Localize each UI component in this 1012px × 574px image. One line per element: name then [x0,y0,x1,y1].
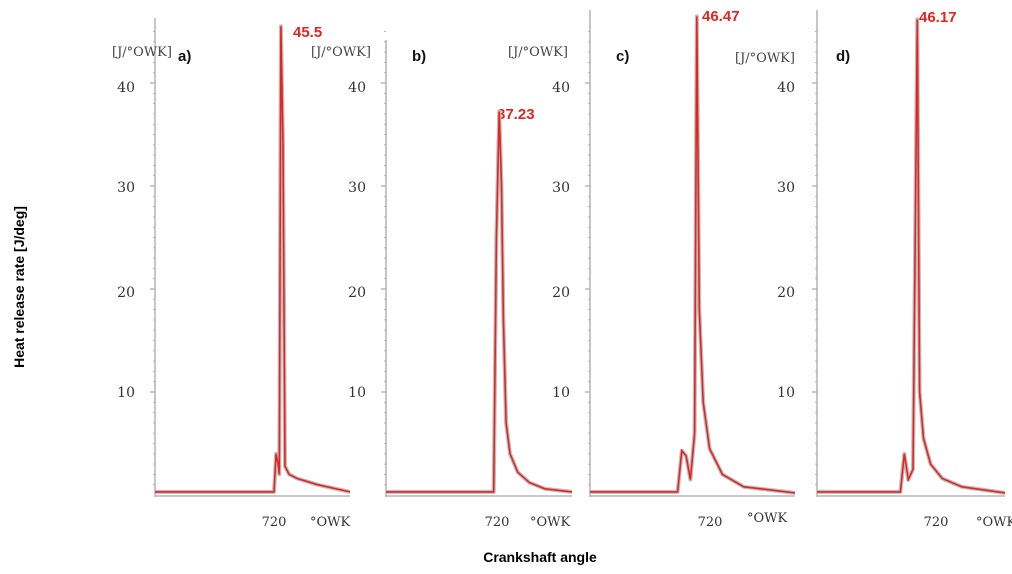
y-tick-label-30: 30 [552,180,570,196]
x-unit-label: °OWK [747,511,788,526]
panel-tag: b) [412,48,426,65]
peak-value-label: 46.17 [919,9,957,26]
panel-d: [J/°OWK] d) 10 20 30 40 720 °OWK 46.17 [735,9,1012,530]
x-tick-label-720: 720 [485,515,510,530]
x-unit-label: °OWK [976,515,1012,530]
y-tick-label-10: 10 [777,385,795,401]
y-tick-label-30: 30 [348,180,366,196]
curve-spread [155,24,351,494]
panel-b: [J/°OWK] b) 10 20 30 40 720 °OWK 37.23 [311,31,573,530]
panel-tag: a) [178,48,191,65]
peak-value-label: 45.5 [293,24,322,41]
y-tick-label-20: 20 [777,285,795,301]
y-tick-label-20: 20 [552,285,570,301]
panel-tag: d) [836,48,850,65]
y-tick-label-10: 10 [348,385,366,401]
curve-spread [386,109,573,494]
y-tick-label-40: 40 [777,80,795,96]
y-tick-label-30: 30 [777,180,795,196]
y-tick-label-30: 30 [117,180,135,196]
y-tick-label-40: 40 [117,80,135,96]
y-tick-label-40: 40 [552,80,570,96]
heat-release-curve [155,26,351,493]
y-tick-label-40: 40 [348,80,366,96]
y-unit-label: [J/°OWK] [311,45,371,60]
y-tick-label-20: 20 [348,285,366,301]
y-unit-label: [J/°OWK] [735,51,795,66]
panel-c: [J/°OWK] c) 10 20 30 40 720 °OWK 46.47 [508,8,796,530]
x-unit-label: °OWK [530,515,571,530]
heat-release-curve [386,111,573,493]
peak-value-label: 37.23 [497,106,535,123]
heat-release-curve [590,16,796,494]
y-axis-title: Heat release rate [J/deg] [11,206,27,368]
peak-value-label: 46.47 [702,8,740,25]
x-tick-label-720: 720 [924,515,949,530]
y-tick-label-10: 10 [117,385,135,401]
y-unit-label: [J/°OWK] [112,45,172,60]
x-axis-title: Crankshaft angle [483,549,597,565]
x-tick-label-720: 720 [698,515,723,530]
y-unit-label: [J/°OWK] [508,45,568,60]
y-tick-label-10: 10 [552,385,570,401]
panel-tag: c) [616,48,629,65]
y-tick-label-20: 20 [117,285,135,301]
x-unit-label: °OWK [310,515,351,530]
heat-release-curve [817,19,1006,494]
x-tick-label-720: 720 [262,515,287,530]
panel-a: [J/°OWK] a) 10 20 30 40 720 °OWK 45.5 [112,18,351,530]
curve-spread [817,17,1006,495]
curve-spread [590,14,796,495]
